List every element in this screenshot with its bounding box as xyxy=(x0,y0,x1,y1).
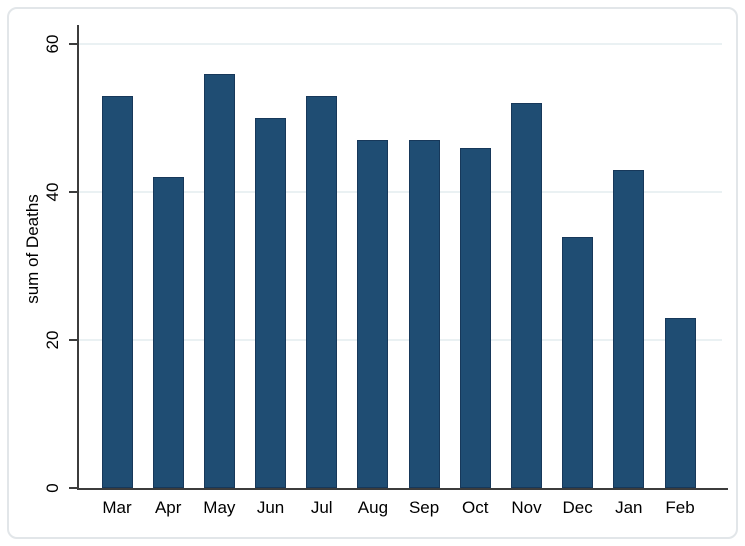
y-axis-tick xyxy=(69,487,77,489)
y-axis-tick xyxy=(69,191,77,194)
x-tick-label: Nov xyxy=(511,498,542,517)
y-tick-label: 20 xyxy=(43,330,62,350)
gridline xyxy=(79,43,722,46)
y-axis-title: sum of Deaths xyxy=(23,193,42,304)
x-axis-line xyxy=(77,488,728,490)
x-tick-label: Dec xyxy=(562,498,593,517)
y-tick-label: 0 xyxy=(43,483,62,493)
bar xyxy=(459,147,491,488)
x-tick-label: Mar xyxy=(102,498,132,517)
gridline xyxy=(79,191,722,194)
x-tick-label: Sep xyxy=(408,498,440,517)
y-axis-tick xyxy=(69,339,77,342)
bar xyxy=(255,118,287,488)
bar xyxy=(510,103,542,488)
bar xyxy=(613,169,645,488)
bar xyxy=(562,236,594,488)
bar xyxy=(408,140,440,488)
y-tick-label: 60 xyxy=(43,34,62,54)
y-axis-tick xyxy=(69,43,77,46)
y-axis-line xyxy=(77,25,79,490)
plot-area: Mar Apr May Jun Jul Aug Sep Oct Nov Dec Jan Feb 0 20… xyxy=(23,25,728,517)
x-tick-label: Feb xyxy=(665,498,695,517)
gridline xyxy=(79,339,722,342)
x-tick-label: May xyxy=(203,498,236,517)
bar xyxy=(152,177,184,488)
bar xyxy=(203,73,235,488)
x-tick-label: Jun xyxy=(256,498,285,517)
x-tick-label: Jul xyxy=(310,498,333,517)
x-tick-label: Aug xyxy=(357,498,389,517)
x-tick-label: Oct xyxy=(462,498,489,517)
x-tick-label: Jan xyxy=(615,498,643,517)
bar xyxy=(664,317,696,488)
y-tick-label: 40 xyxy=(43,182,62,202)
bar xyxy=(101,96,133,488)
x-tick-label: Apr xyxy=(154,498,182,517)
bar xyxy=(306,96,338,488)
bar xyxy=(357,140,389,488)
